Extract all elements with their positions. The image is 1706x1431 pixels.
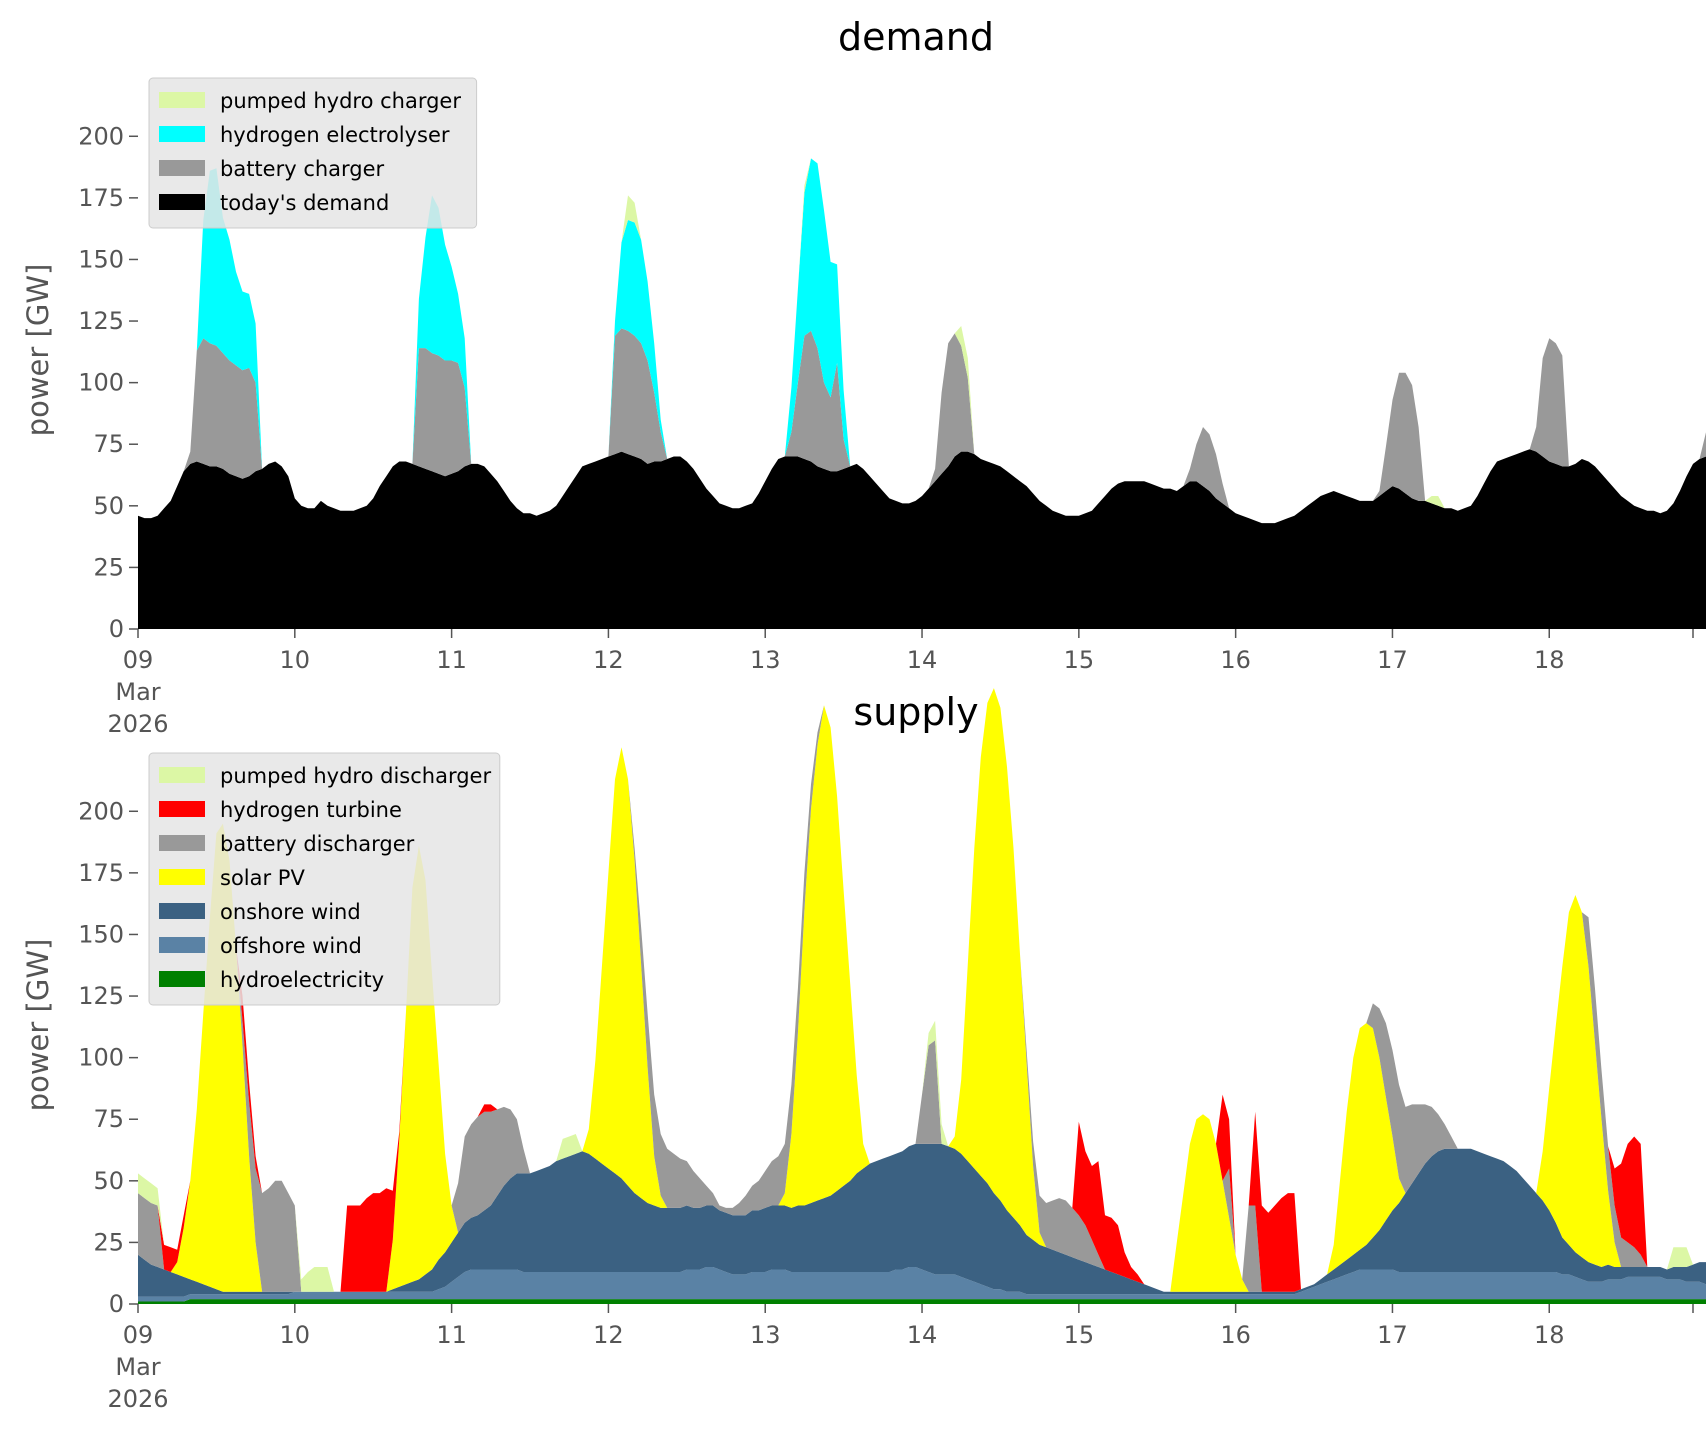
legend-swatch	[159, 903, 205, 919]
y-tick-label: 150	[78, 245, 124, 273]
x-tick-label: 15	[1064, 646, 1095, 674]
x-tick-label: 18	[1534, 646, 1565, 674]
legend-label: solar PV	[220, 866, 305, 890]
y-axis-label: power [GW]	[21, 939, 55, 1112]
y-tick-label: 75	[93, 1105, 124, 1133]
legend-box	[148, 77, 478, 229]
axes: 0 25 50 75 100 125 150 175 200 09 Mar 2026 10 11 12 13 1…	[78, 122, 1694, 738]
y-tick-label: 25	[93, 1228, 124, 1256]
x-tick-label: 10	[280, 646, 311, 674]
y-tick-label: 125	[78, 307, 124, 335]
series-area-battery-charger	[138, 328, 1706, 524]
legend-label: onshore wind	[220, 900, 361, 924]
legend-label: hydrogen turbine	[220, 798, 402, 822]
x-tick-label: 12	[593, 646, 624, 674]
series-area-battery-discharger	[138, 688, 1706, 1292]
x-tick-label: 17	[1377, 646, 1408, 674]
x-tick-label: 14	[907, 1321, 938, 1349]
y-tick-label: 125	[78, 982, 124, 1010]
legend: pumped hydro discharger hydrogen turbine b…	[148, 752, 501, 1006]
legend-label: hydroelectricity	[220, 968, 384, 992]
area-layer	[138, 158, 1706, 629]
y-tick-label: 50	[93, 1167, 124, 1195]
x-tick-label: 09 Mar 2026	[107, 1321, 168, 1413]
legend-swatch	[159, 971, 205, 987]
x-tick-label: 11	[436, 1321, 467, 1349]
x-tick-label: 10	[280, 1321, 311, 1349]
x-tick-label: 15	[1064, 1321, 1095, 1349]
x-tick-label: 12	[593, 1321, 624, 1349]
supply-panel: supply power [GW] 0 25 50 75 100 125 150 175 200…	[21, 688, 1706, 1413]
y-tick-label: 0	[109, 1290, 124, 1318]
legend-label: today's demand	[220, 191, 389, 215]
legend-label: hydrogen electrolyser	[220, 123, 450, 147]
legend-box	[148, 752, 501, 1006]
x-tick-label: 16	[1220, 1321, 1251, 1349]
y-tick-label: 0	[109, 615, 124, 643]
legend-swatch	[159, 801, 205, 817]
legend-swatch	[159, 869, 205, 885]
legend-swatch	[159, 767, 205, 783]
y-tick-label: 50	[93, 492, 124, 520]
chart-title: demand	[838, 15, 994, 59]
x-tick-label: 16	[1220, 646, 1251, 674]
x-tick-label: 13	[750, 646, 781, 674]
legend-swatch	[159, 937, 205, 953]
series-area-onshore-wind	[138, 1143, 1706, 1297]
legend-label: battery discharger	[220, 832, 415, 856]
x-tick-label: 09 Mar 2026	[107, 646, 168, 738]
legend-label: offshore wind	[220, 934, 362, 958]
legend: pumped hydro charger hydrogen electrolyse…	[148, 77, 478, 229]
axes: 0 25 50 75 100 125 150 175 200 09 Mar 2026 10 11 12 13 1…	[78, 797, 1694, 1413]
y-tick-label: 200	[78, 797, 124, 825]
y-tick-label: 175	[78, 184, 124, 212]
y-tick-label: 175	[78, 859, 124, 887]
x-tick-label: 11	[436, 646, 467, 674]
y-tick-label: 75	[93, 430, 124, 458]
y-tick-label: 150	[78, 920, 124, 948]
x-tick-label: 18	[1534, 1321, 1565, 1349]
x-tick-label: 14	[907, 646, 938, 674]
legend-swatch	[159, 835, 205, 851]
legend-label: pumped hydro charger	[220, 89, 461, 113]
series-area-hydrogen-electrolyser	[138, 158, 1706, 524]
series-area-offshore-wind	[138, 1267, 1706, 1302]
series-area-hydroelectricity	[138, 1299, 1706, 1304]
chart-title: supply	[853, 690, 978, 734]
y-tick-label: 100	[78, 369, 124, 397]
legend-swatch	[159, 92, 205, 108]
legend-swatch	[159, 194, 205, 210]
y-tick-label: 200	[78, 122, 124, 150]
x-tick-label: 17	[1377, 1321, 1408, 1349]
area-layer	[138, 688, 1706, 1304]
y-tick-label: 25	[93, 553, 124, 581]
y-tick-label: 100	[78, 1044, 124, 1072]
y-axis-label: power [GW]	[21, 264, 55, 437]
x-tick-label: 13	[750, 1321, 781, 1349]
demand-panel: demand power [GW] 0 25 50 75 100 125 150 175 200…	[21, 15, 1706, 738]
legend-label: pumped hydro discharger	[220, 764, 491, 788]
legend-label: battery charger	[220, 157, 385, 181]
legend-swatch	[159, 160, 205, 176]
series-area-today-s-demand	[138, 449, 1706, 629]
legend-swatch	[159, 126, 205, 142]
